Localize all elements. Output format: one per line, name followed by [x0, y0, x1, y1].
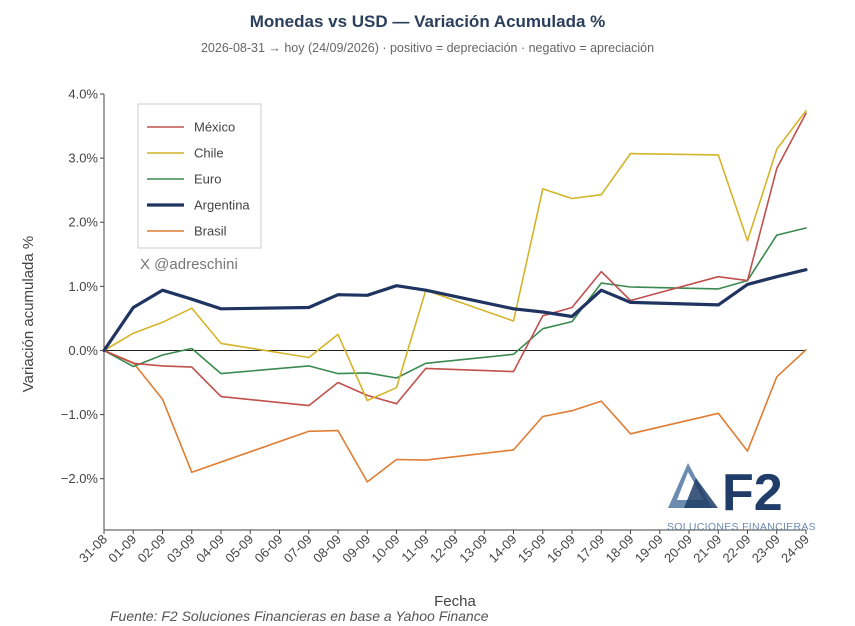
y-tick-label: 0.0%	[68, 343, 98, 358]
logo-subtext: SOLUCIONES FINANCIERAS	[667, 521, 816, 533]
series-line-euro	[103, 227, 807, 379]
y-tick-label: −2.0%	[61, 471, 99, 486]
x-tick-label: 12-09	[427, 532, 461, 566]
x-tick-label: 13-09	[456, 532, 490, 566]
logo-text: F2	[722, 464, 783, 522]
y-tick-label: −1.0%	[61, 407, 99, 422]
legend: México Chile Euro Argentina Brasil	[137, 103, 262, 249]
watermark-text: X @adreschini	[140, 256, 238, 273]
x-tick-label: 05-09	[222, 532, 256, 566]
x-tick-label: 24-09	[778, 532, 812, 566]
chart-title: Monedas vs USD — Variación Acumulada %	[249, 12, 606, 31]
y-tick-label: 4.0%	[68, 87, 98, 102]
legend-label: México	[194, 120, 235, 135]
x-tick-labels: 31-0801-0902-0903-0904-0905-0906-0907-09…	[76, 530, 812, 566]
x-axis-label: Fecha	[434, 593, 476, 610]
y-tick-label: 3.0%	[68, 151, 98, 166]
source-note: Fuente: F2 Soluciones Financieras en bas…	[110, 608, 489, 624]
legend-label: Chile	[194, 146, 224, 161]
series-line-mxico	[103, 112, 807, 407]
x-tick-label: 23-09	[749, 532, 783, 566]
x-tick-label: 04-09	[193, 532, 227, 566]
x-tick-label: 11-09	[398, 532, 431, 565]
series-lines	[102, 109, 808, 483]
f2-logo: F2 SOLUCIONES FINANCIERAS	[667, 463, 816, 533]
legend-label: Euro	[194, 172, 221, 187]
x-tick-label: 19-09	[632, 532, 666, 566]
series-line-brasil	[103, 348, 807, 483]
x-tick-label: 18-09	[603, 532, 637, 566]
x-tick-label: 02-09	[135, 532, 169, 566]
x-tick-label: 14-09	[486, 532, 520, 566]
x-tick-label: 03-09	[164, 532, 198, 566]
y-tick-label: 2.0%	[68, 215, 98, 230]
legend-box	[137, 103, 262, 249]
legend-label: Brasil	[194, 224, 227, 239]
x-tick-label: 17-09	[573, 532, 607, 566]
y-tick-label: 1.0%	[68, 279, 98, 294]
y-tick-labels: −2.0% −1.0% 0.0% 1.0% 2.0% 3.0% 4.0%	[61, 87, 104, 486]
x-tick-label: 10-09	[369, 532, 403, 566]
x-tick-label: 07-09	[281, 532, 315, 566]
x-tick-label: 21-09	[690, 532, 724, 566]
x-tick-label: 08-09	[310, 532, 344, 566]
chart-subtitle: 2026-08-31 → hoy (24/09/2026) · positivo…	[200, 41, 655, 55]
x-tick-label: 06-09	[252, 532, 286, 566]
series-line-argentina	[102, 268, 808, 353]
x-tick-label: 01-09	[105, 532, 139, 566]
f2-logo-mark	[668, 463, 718, 508]
x-tick-label: 16-09	[544, 532, 578, 566]
x-tick-label: 22-09	[720, 532, 754, 566]
legend-label: Argentina	[194, 198, 250, 213]
x-tick-label: 15-09	[515, 532, 549, 566]
x-tick-label: 20-09	[661, 532, 695, 566]
x-tick-label: 09-09	[339, 532, 373, 566]
x-tick-label: 31-08	[76, 532, 110, 566]
y-axis-label: Variación acumulada %	[20, 236, 37, 392]
